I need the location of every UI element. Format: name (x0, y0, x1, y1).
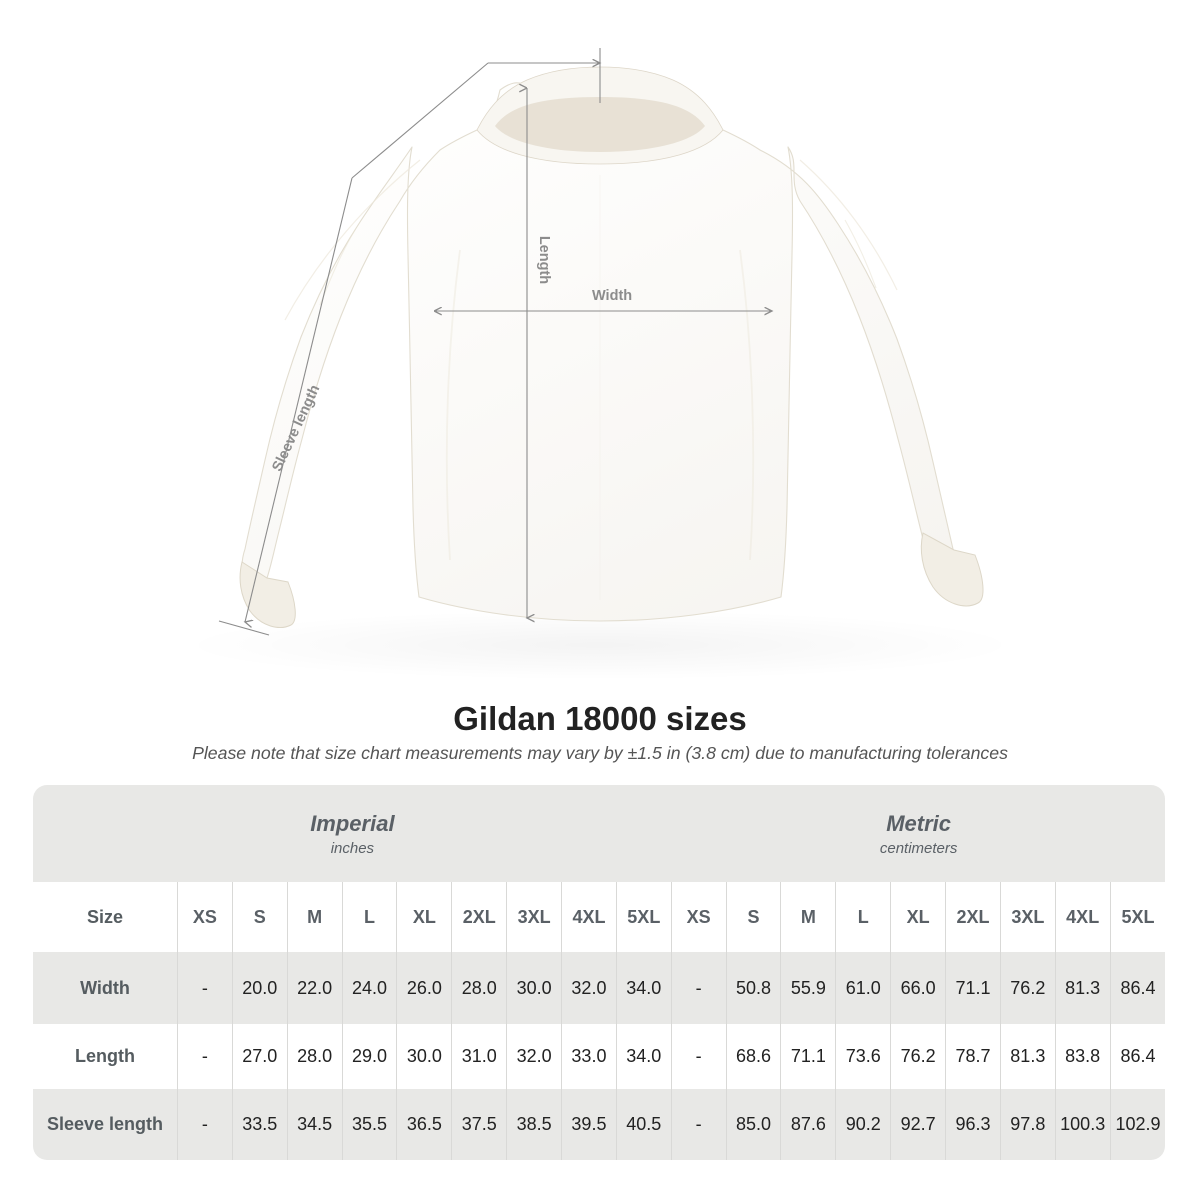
svg-text:Width: Width (592, 288, 632, 304)
svg-text:Length: Length (536, 236, 552, 284)
